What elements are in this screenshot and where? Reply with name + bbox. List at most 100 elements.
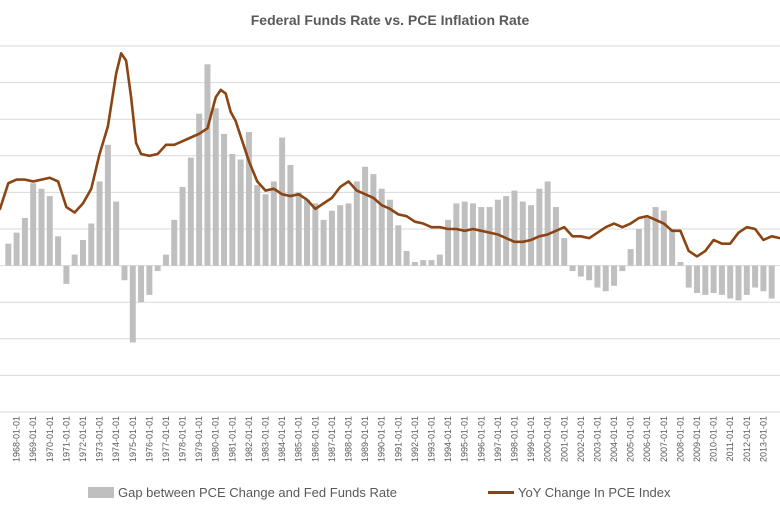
gap-bar [735, 265, 742, 301]
x-tick-label: 2003-01-01 [592, 416, 602, 462]
gap-bar [38, 188, 45, 266]
x-tick-label: 1986-01-01 [310, 416, 320, 462]
gap-bar [503, 196, 510, 266]
gap-bar [403, 250, 410, 266]
gap-bar [569, 265, 576, 272]
gap-bar [420, 260, 427, 266]
x-tick-label: 1980-01-01 [211, 416, 221, 462]
gap-bar [362, 166, 369, 266]
x-tick-label: 1993-01-01 [426, 416, 436, 462]
x-tick-label: 1984-01-01 [277, 416, 287, 462]
x-tick-label: 1974-01-01 [111, 416, 121, 462]
gap-bar [694, 265, 701, 294]
gap-bar [245, 132, 252, 266]
gap-bar [154, 265, 161, 272]
gap-bar [237, 159, 244, 266]
gap-bar [519, 201, 526, 266]
gap-bar [353, 181, 360, 266]
gap-bar [55, 236, 62, 266]
chart-title: Federal Funds Rate vs. PCE Inflation Rat… [251, 12, 530, 28]
x-tick-label: 2005-01-01 [626, 416, 636, 462]
gap-bar [552, 207, 559, 266]
gap-bar [279, 137, 286, 266]
x-tick-label: 1992-01-01 [410, 416, 420, 462]
gap-bar [544, 181, 551, 266]
gap-bar [229, 153, 236, 266]
legend-label-gap: Gap between PCE Change and Fed Funds Rat… [118, 485, 397, 500]
x-tick-label: 1988-01-01 [344, 416, 354, 462]
gap-bar [436, 254, 443, 266]
gap-bar [345, 203, 352, 266]
x-tick-label: 1975-01-01 [128, 416, 138, 462]
gap-bar [619, 265, 626, 272]
gap-bar [611, 265, 618, 286]
gap-bar [586, 265, 593, 281]
x-tick-label: 2008-01-01 [675, 416, 685, 462]
gap-bar [486, 207, 493, 266]
gap-bar [411, 261, 418, 266]
gap-bar [113, 201, 120, 266]
gap-bar [461, 201, 468, 266]
x-tick-label: 1996-01-01 [476, 416, 486, 462]
x-tick-label: 2012-01-01 [742, 416, 752, 462]
gap-bar [46, 196, 53, 266]
gap-bar [453, 203, 460, 266]
gap-bar [71, 254, 78, 266]
gap-bar [138, 265, 145, 303]
x-tick-label: 2011-01-01 [725, 416, 735, 461]
gap-bar [295, 192, 302, 266]
gap-bar [146, 265, 153, 295]
gap-bar [494, 199, 501, 266]
gap-bar [727, 265, 734, 299]
gap-bar [635, 229, 642, 266]
pce-series-line [0, 52, 780, 258]
x-tick-label: 2001-01-01 [559, 416, 569, 462]
legend-swatch-gap [88, 487, 114, 498]
gap-bar [179, 186, 186, 266]
x-tick-label: 2002-01-01 [576, 416, 586, 462]
gap-bar [304, 199, 311, 266]
gap-bar [13, 232, 20, 266]
x-tick-label: 2000-01-01 [543, 416, 553, 462]
x-tick-label: 1998-01-01 [509, 416, 519, 462]
gap-bar [469, 203, 476, 266]
gap-bar [760, 265, 767, 292]
gap-bar [561, 238, 568, 266]
gap-bar [204, 64, 211, 266]
gap-bar [511, 190, 518, 266]
x-tick-label: 1989-01-01 [360, 416, 370, 462]
x-tick-label: 1977-01-01 [161, 416, 171, 462]
legend-label-pce: YoY Change In PCE Index [518, 485, 671, 500]
gap-bar [577, 265, 584, 277]
x-tick-label: 2013-01-01 [758, 416, 768, 462]
gap-bar [320, 219, 327, 266]
gap-bar [88, 223, 95, 266]
x-tick-label: 2004-01-01 [609, 416, 619, 462]
x-tick-label: 1991-01-01 [393, 416, 403, 462]
gap-bar [196, 113, 203, 266]
gap-bar [378, 188, 385, 266]
x-tick-label: 2007-01-01 [659, 416, 669, 462]
gap-bar [187, 157, 194, 266]
gap-bar [262, 194, 269, 266]
gap-bar [478, 207, 485, 266]
x-tick-label: 2010-01-01 [709, 416, 719, 462]
x-tick-label: 1994-01-01 [443, 416, 453, 462]
gap-bar [162, 254, 169, 266]
x-tick-label: 1987-01-01 [327, 416, 337, 462]
gap-bar [594, 265, 601, 288]
gap-bar [270, 181, 277, 266]
legend: Gap between PCE Change and Fed Funds Rat… [88, 485, 671, 500]
x-tick-label: 2009-01-01 [692, 416, 702, 462]
gap-bar [312, 203, 319, 266]
gap-bar [536, 188, 543, 266]
x-tick-label: 1968-01-01 [12, 416, 22, 462]
gap-bar [30, 183, 37, 266]
x-tick-label: 1982-01-01 [244, 416, 254, 462]
gap-bar [328, 210, 335, 266]
x-tick-label: 1970-01-01 [45, 416, 55, 462]
x-axis-tick-labels: 1968-01-01 1969-01-01 1970-01-01 1971-01-01… [12, 416, 769, 462]
gap-bar [677, 261, 684, 266]
gap-bar [212, 108, 219, 266]
